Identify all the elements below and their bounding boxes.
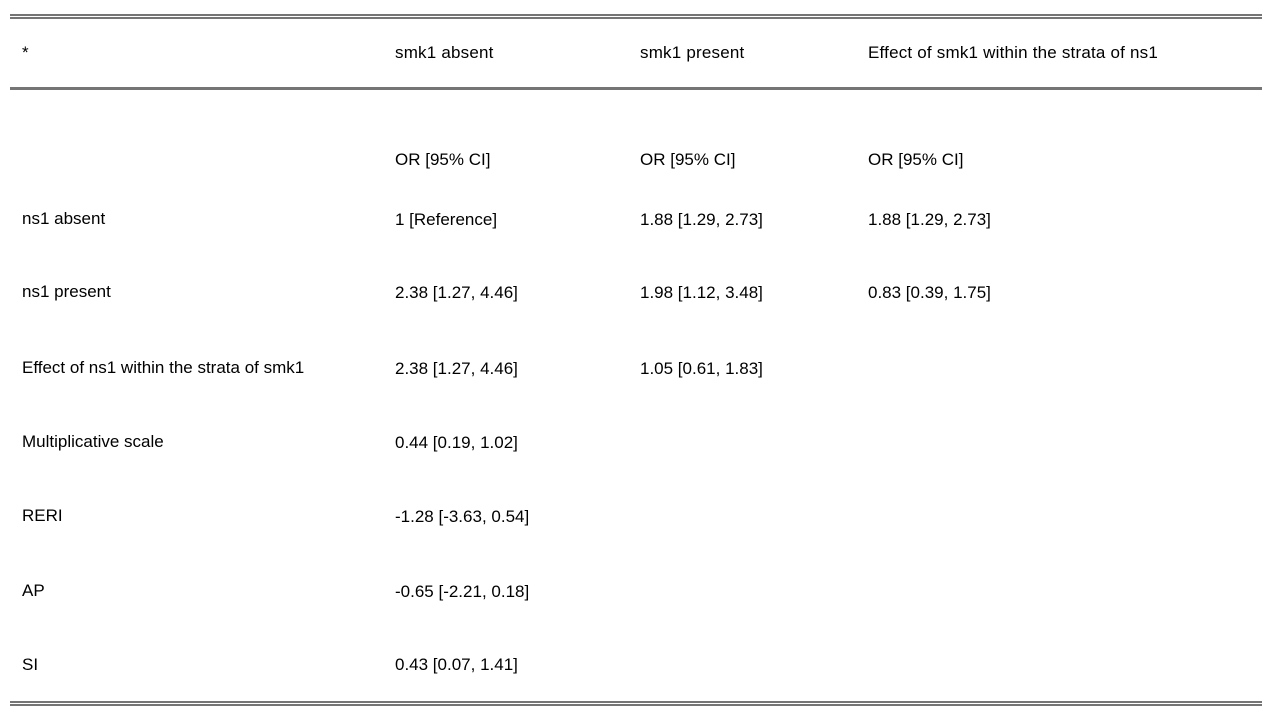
row-label: ns1 present	[10, 254, 395, 332]
value-cell: 1.05 [0.61, 1.83]	[640, 358, 763, 378]
value-cell	[868, 332, 1262, 406]
value-cell	[640, 480, 868, 554]
value-cell: -1.28 [-3.63, 0.54]	[395, 506, 530, 526]
value-cell: 0.43 [0.07, 1.41]	[395, 655, 518, 675]
value-cell	[640, 406, 868, 480]
value-cell	[868, 480, 1262, 554]
row-label: AP	[10, 554, 395, 630]
table-header-row: * smk1 absent smk1 present Effect of smk…	[10, 17, 1262, 89]
row-label-text: RERI	[22, 506, 63, 526]
table-row-multiplicative-scale: Multiplicative scale 0.44 [0.19, 1.02]	[10, 406, 1262, 480]
table-row-si: SI 0.43 [0.07, 1.41]	[10, 630, 1262, 704]
header-cell-corner: *	[22, 43, 29, 62]
value-cell: 1.98 [1.12, 3.48]	[640, 282, 763, 302]
value-cell: 1.88 [1.29, 2.73]	[640, 209, 763, 229]
value-cell: 1 [Reference]	[395, 209, 498, 229]
value-cell	[868, 630, 1262, 704]
value-cell	[868, 406, 1262, 480]
subheader-cell-or-ci-2: OR [95% CI]	[640, 149, 736, 169]
table-row-effect-of-ns1: Effect of ns1 within the strata of smk1 …	[10, 332, 1262, 406]
value-cell: 2.38 [1.27, 4.46]	[395, 358, 518, 378]
row-label: RERI	[10, 480, 395, 554]
row-label-text: AP	[22, 581, 45, 601]
table-row-reri: RERI -1.28 [-3.63, 0.54]	[10, 480, 1262, 554]
value-cell: 1.88 [1.29, 2.73]	[868, 209, 991, 229]
table-row-ns1-absent: ns1 absent 1 [Reference] 1.88 [1.29, 2.7…	[10, 186, 1262, 254]
interaction-results-table: * smk1 absent smk1 present Effect of smk…	[10, 14, 1262, 706]
subheader-cell-or-ci-3: OR [95% CI]	[868, 149, 964, 169]
table-row-ns1-present: ns1 present 2.38 [1.27, 4.46] 1.98 [1.12…	[10, 254, 1262, 332]
subheader-cell-or-ci-1: OR [95% CI]	[395, 149, 491, 169]
subheader-row: OR [95% CI] OR [95% CI] OR [95% CI]	[10, 134, 1262, 186]
spacer-row	[10, 89, 1262, 134]
row-label: Effect of ns1 within the strata of smk1	[10, 332, 395, 406]
value-cell: -0.65 [-2.21, 0.18]	[395, 581, 530, 601]
value-cell	[640, 630, 868, 704]
interaction-results-table-wrap: * smk1 absent smk1 present Effect of smk…	[10, 14, 1262, 706]
value-cell	[640, 554, 868, 630]
value-cell: 0.44 [0.19, 1.02]	[395, 432, 518, 452]
header-cell-smk1-present: smk1 present	[640, 43, 745, 62]
header-cell-smk1-absent: smk1 absent	[395, 43, 494, 62]
subheader-cell-empty	[10, 134, 395, 186]
table-row-ap: AP -0.65 [-2.21, 0.18]	[10, 554, 1262, 630]
row-label: SI	[10, 630, 395, 704]
value-cell: 2.38 [1.27, 4.46]	[395, 282, 518, 302]
row-label-text: SI	[22, 654, 39, 674]
row-label: ns1 absent	[10, 186, 395, 254]
row-label-text: ns1 present	[22, 282, 111, 302]
row-label-text: Effect of ns1 within the strata of smk1	[22, 358, 305, 378]
spacer-cell	[10, 89, 1262, 134]
value-cell	[868, 554, 1262, 630]
value-cell: 0.83 [0.39, 1.75]	[868, 282, 991, 302]
row-label-text: ns1 absent	[22, 209, 106, 229]
row-label-text: Multiplicative scale	[22, 432, 164, 452]
row-label: Multiplicative scale	[10, 406, 395, 480]
header-cell-effect-of-smk1: Effect of smk1 within the strata of ns1	[868, 43, 1159, 62]
